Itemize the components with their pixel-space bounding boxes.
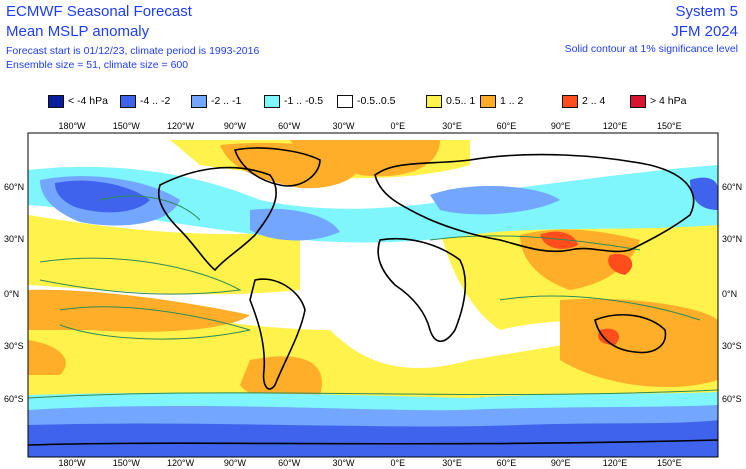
legend-swatch [48,94,64,108]
longitude-tick-label: 180°W [58,458,86,468]
longitude-tick-label: 120°W [167,458,195,468]
chart-subtitle: Mean MSLP anomaly [6,23,150,40]
significance-note: Solid contour at 1% significance level [564,43,738,55]
longitude-tick-label: 90°W [224,458,247,468]
longitude-tick-label: 150°W [113,458,141,468]
longitude-tick-label: 180°W [58,121,86,131]
legend-label: > 4 hPa [650,95,687,107]
latitude-tick-label: 0°N [4,289,19,299]
legend-swatch [630,94,646,108]
legend-swatch [191,94,207,108]
longitude-tick-label: 60°W [278,458,301,468]
longitude-labels-top: 180°W 150°W 120°W 90°W 60°W 30°W 0°E 30°E 60°E 90… [58,121,681,131]
longitude-tick-label: 0°E [390,458,405,468]
legend-item: 2 .. 4 [562,93,605,109]
legend-swatch [480,94,496,108]
longitude-labels-bottom: 180°W 150°W 120°W 90°W 60°W 30°W 0°E 30°E 60°E 90… [58,458,681,468]
longitude-tick-label: 90°E [551,121,571,131]
longitude-tick-label: 150°E [657,458,682,468]
legend-item: -2 .. -1 [191,93,241,109]
legend-item: 1 .. 2 [480,93,523,109]
anomaly-field [28,133,718,457]
longitude-tick-label: 150°E [657,121,682,131]
longitude-tick-label: 30°E [442,121,462,131]
system-label: System 5 [675,3,738,20]
legend-label: -0.5..0.5 [357,95,396,107]
latitude-tick-label: 0°N [722,289,737,299]
longitude-tick-label: 30°W [332,121,355,131]
latitude-tick-label: 30°N [4,234,24,244]
longitude-tick-label: 90°W [224,121,247,131]
legend-swatch [264,94,280,108]
longitude-tick-label: 120°W [167,121,195,131]
latitude-tick-label: 60°S [722,394,742,404]
legend-item: -0.5..0.5 [337,93,396,109]
chart-title: ECMWF Seasonal Forecast [6,3,192,20]
legend-label: 2 .. 4 [582,95,606,107]
ensemble-info: Ensemble size = 51, climate size = 600 [6,59,189,71]
latitude-tick-label: 30°S [4,341,24,351]
longitude-tick-label: 120°E [603,458,628,468]
latitude-tick-label: 30°N [722,234,742,244]
legend-swatch [120,94,136,108]
legend-swatch [337,94,353,108]
legend-item: < -4 hPa [48,93,108,109]
latitude-tick-label: 60°N [722,182,742,192]
latitude-tick-label: 60°S [4,394,24,404]
legend-swatch [426,94,442,108]
longitude-tick-label: 90°E [551,458,571,468]
color-legend: < -4 hPa -4 .. -2 -2 .. -1 -1 .. -0.5 -0.5..… [48,93,698,109]
forecast-info: Forecast start is 01/12/23, climate peri… [6,45,260,57]
longitude-tick-label: 120°E [603,121,628,131]
longitude-tick-label: 60°E [497,121,517,131]
latitude-tick-label: 30°S [722,341,742,351]
legend-item: > 4 hPa [630,93,687,109]
season-label: JFM 2024 [671,23,738,40]
legend-label: -2 .. -1 [211,95,242,107]
legend-label: 0.5.. 1 [446,95,476,107]
legend-item: -1 .. -0.5 [264,93,323,109]
legend-item: 0.5.. 1 [426,93,475,109]
latitude-labels-left: 60°N 30°N 0°N 30°S 60°S [4,182,24,404]
latitude-labels-right: 60°N 30°N 0°N 30°S 60°S [722,182,742,404]
longitude-tick-label: 150°W [113,121,141,131]
legend-label: -4 .. -2 [140,95,171,107]
latitude-tick-label: 60°N [4,182,24,192]
longitude-tick-label: 30°E [442,458,462,468]
longitude-tick-label: 30°W [332,458,355,468]
legend-swatch [562,94,578,108]
longitude-tick-label: 0°E [390,121,405,131]
legend-item: -4 .. -2 [120,93,170,109]
longitude-tick-label: 60°E [497,458,517,468]
legend-label: -1 .. -0.5 [284,95,324,107]
longitude-tick-label: 60°W [278,121,301,131]
legend-label: 1 .. 2 [500,95,524,107]
coastlines [28,147,718,446]
legend-label: < -4 hPa [68,95,108,107]
